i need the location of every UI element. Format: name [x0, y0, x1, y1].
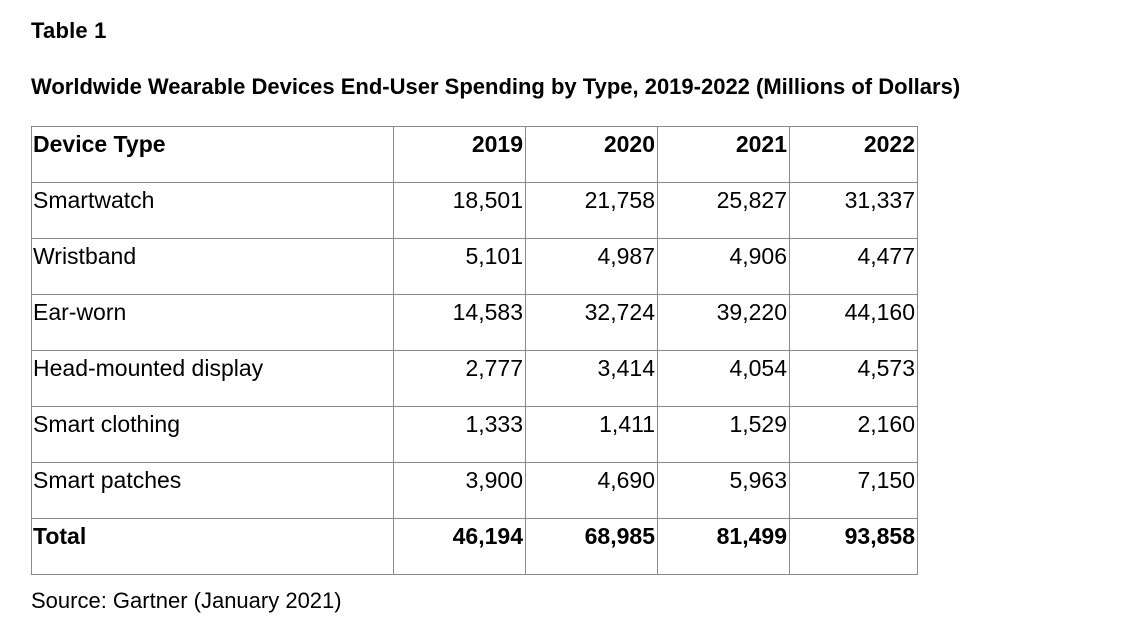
row-device-type: Ear-worn — [31, 294, 394, 351]
row-value-2020: 4,690 — [525, 462, 658, 519]
header-row: Device Type 2019 2020 2021 2022 — [31, 126, 918, 183]
source-note: Source: Gartner (January 2021) — [31, 588, 342, 613]
table-row: Smart clothing 1,333 1,411 1,529 2,160 — [31, 406, 918, 463]
row-value-2021: 4,906 — [657, 238, 790, 295]
row-device-type: Smartwatch — [31, 182, 394, 239]
row-value-2020: 4,987 — [525, 238, 658, 295]
row-value-2021: 25,827 — [657, 182, 790, 239]
row-value-2019: 18,501 — [393, 182, 526, 239]
total-value-2021: 81,499 — [657, 518, 790, 575]
header-2020: 2020 — [525, 126, 658, 183]
row-device-type: Wristband — [31, 238, 394, 295]
row-value-2020: 1,411 — [525, 406, 658, 463]
row-value-2022: 7,150 — [789, 462, 918, 519]
table-row: Smartwatch 18,501 21,758 25,827 31,337 — [31, 182, 918, 239]
total-label: Total — [31, 518, 394, 575]
row-value-2022: 44,160 — [789, 294, 918, 351]
header-2021: 2021 — [657, 126, 790, 183]
table-row: Smart patches 3,900 4,690 5,963 7,150 — [31, 462, 918, 519]
row-value-2019: 5,101 — [393, 238, 526, 295]
row-value-2022: 31,337 — [789, 182, 918, 239]
row-value-2019: 3,900 — [393, 462, 526, 519]
row-value-2019: 1,333 — [393, 406, 526, 463]
row-value-2022: 2,160 — [789, 406, 918, 463]
total-value-2020: 68,985 — [525, 518, 658, 575]
row-value-2019: 14,583 — [393, 294, 526, 351]
row-value-2021: 5,963 — [657, 462, 790, 519]
table-row: Ear-worn 14,583 32,724 39,220 44,160 — [31, 294, 918, 351]
table-label: Table 1 — [31, 18, 107, 43]
row-value-2020: 32,724 — [525, 294, 658, 351]
header-2022: 2022 — [789, 126, 918, 183]
row-value-2021: 1,529 — [657, 406, 790, 463]
total-row: Total 46,194 68,985 81,499 93,858 — [31, 518, 918, 575]
row-device-type: Smart clothing — [31, 406, 394, 463]
total-value-2022: 93,858 — [789, 518, 918, 575]
row-value-2022: 4,573 — [789, 350, 918, 407]
row-value-2021: 4,054 — [657, 350, 790, 407]
header-device-type: Device Type — [31, 126, 394, 183]
table-title: Worldwide Wearable Devices End-User Spen… — [31, 74, 961, 99]
row-value-2019: 2,777 — [393, 350, 526, 407]
table-row: Wristband 5,101 4,987 4,906 4,477 — [31, 238, 918, 295]
table-row: Head-mounted display 2,777 3,414 4,054 4… — [31, 350, 918, 407]
total-value-2019: 46,194 — [393, 518, 526, 575]
row-value-2022: 4,477 — [789, 238, 918, 295]
row-value-2020: 21,758 — [525, 182, 658, 239]
row-value-2021: 39,220 — [657, 294, 790, 351]
spending-table: Device Type 2019 2020 2021 2022 Smartwat… — [31, 126, 918, 575]
header-2019: 2019 — [393, 126, 526, 183]
row-device-type: Smart patches — [31, 462, 394, 519]
row-device-type: Head-mounted display — [31, 350, 394, 407]
row-value-2020: 3,414 — [525, 350, 658, 407]
